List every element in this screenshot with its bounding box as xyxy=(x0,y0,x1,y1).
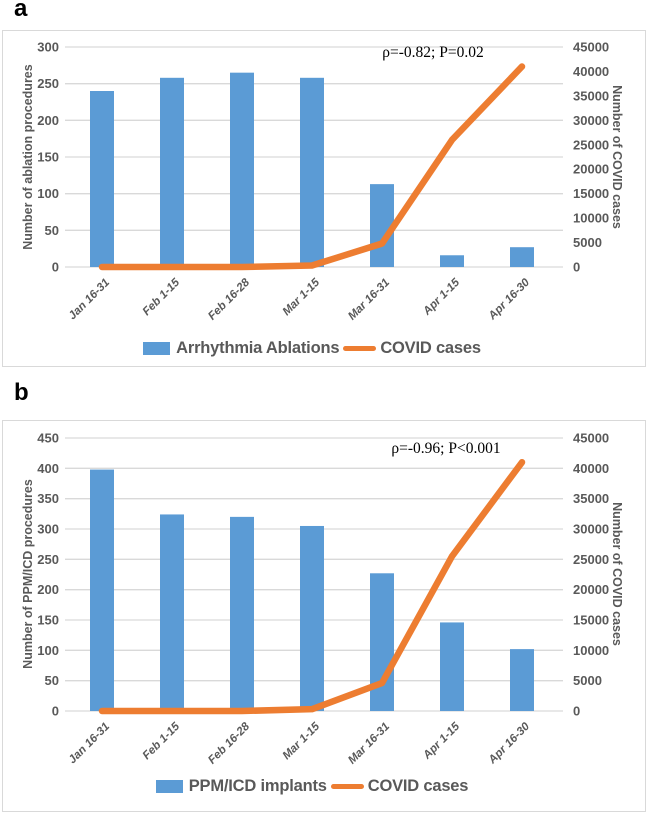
right-axis-title-b: Number of COVID cases xyxy=(610,502,624,646)
chart-canvas-b: 0 50 100 150 200 250 300 350 400 450 0 5000 10000 150… xyxy=(37,431,609,767)
right-axis-tick-label: 30000 xyxy=(573,113,609,128)
legend-a: Arrhythmia Ablations COVID cases xyxy=(67,339,557,358)
right-axis-tick-label: 0 xyxy=(573,704,580,719)
x-axis-tick-label: Mar 16-31 xyxy=(346,721,392,767)
right-axis-tick-label: 10000 xyxy=(573,643,609,658)
right-axis-tick-label: 45000 xyxy=(573,431,609,446)
covid-cases-line xyxy=(98,459,526,715)
x-axis-tick-label: Feb 1-15 xyxy=(141,276,183,318)
right-axis-tick-label: 35000 xyxy=(573,88,609,103)
legend-label-bars: PPM/ICD implants xyxy=(188,777,327,795)
panel-b-chart: 0 50 100 150 200 250 300 350 400 450 0 5000 10000 150… xyxy=(2,420,646,812)
right-axis-tick-label: 15000 xyxy=(573,186,609,201)
right-axis-tick-label: 40000 xyxy=(573,461,609,476)
right-axis-tick-label: 25000 xyxy=(573,137,609,152)
bar xyxy=(510,247,534,267)
bar xyxy=(300,525,324,711)
right-axis-tick-label: 10000 xyxy=(573,211,609,226)
left-axis-tick-label: 0 xyxy=(52,704,59,719)
right-axis-tick-label: 15000 xyxy=(573,613,609,628)
bar xyxy=(90,91,114,267)
covid-cases-line xyxy=(98,63,526,271)
left-axis-tick-label: 250 xyxy=(37,76,59,91)
bar xyxy=(300,77,324,267)
x-axis-tick-label: Feb 16-28 xyxy=(206,720,252,766)
left-axis-tick-label: 100 xyxy=(37,643,59,658)
x-axis-tick-label: Jan 16-31 xyxy=(67,721,113,767)
right-axis-tick-label: 40000 xyxy=(573,64,609,79)
bar xyxy=(440,622,464,711)
legend-label-line: COVID cases xyxy=(367,777,469,795)
bar xyxy=(510,649,534,711)
x-axis-tick-label: Feb 1-15 xyxy=(141,720,183,762)
right-axis-tick-label: 20000 xyxy=(573,582,609,597)
panel-a-chart: 0 50 100 150 200 250 300 0 5000 10000 15000 20000 25… xyxy=(2,30,646,367)
bar-legend-swatch xyxy=(155,780,183,793)
x-axis-tick-label: Mar 16-31 xyxy=(346,277,392,323)
right-axis-tick-label: 30000 xyxy=(573,522,609,537)
correlation-annotation-a: ρ=-0.82; P=0.02 xyxy=(382,44,484,61)
panel-label-b: b xyxy=(14,379,29,406)
bar xyxy=(90,469,114,711)
x-axis-tick-label: Apr 1-15 xyxy=(420,720,462,762)
line-legend-swatch xyxy=(330,784,364,789)
x-axis-tick-label: Jan 16-31 xyxy=(67,277,113,323)
left-axis-tick-label: 0 xyxy=(52,260,59,275)
x-axis-tick-label: Apr 16-30 xyxy=(486,720,533,767)
x-axis-tick-label: Mar 1-15 xyxy=(281,276,323,318)
chart-canvas-a: 0 50 100 150 200 250 300 0 5000 10000 15000 20000 25… xyxy=(37,40,609,323)
right-axis-title-a: Number of COVID cases xyxy=(610,85,624,229)
left-axis-tick-label: 400 xyxy=(37,461,59,476)
right-axis-tick-label: 0 xyxy=(573,260,580,275)
x-axis-tick-label: Apr 1-15 xyxy=(420,276,462,318)
right-axis-tick-label: 45000 xyxy=(573,40,609,55)
x-axis-tick-label: Apr 16-30 xyxy=(486,276,533,323)
left-axis-tick-label: 200 xyxy=(37,113,59,128)
bar-legend-swatch xyxy=(143,342,171,355)
left-axis-tick-label: 50 xyxy=(45,223,59,238)
left-axis-tick-label: 350 xyxy=(37,491,59,506)
left-axis-title-a: Number of ablation procedures xyxy=(21,64,35,250)
legend-label-line: COVID cases xyxy=(380,339,481,357)
left-axis-tick-label: 450 xyxy=(37,431,59,446)
right-axis-tick-label: 5000 xyxy=(573,673,602,688)
left-axis-tick-label: 100 xyxy=(37,186,59,201)
left-axis-tick-label: 200 xyxy=(37,582,59,597)
bar xyxy=(160,77,184,267)
left-axis-tick-label: 300 xyxy=(37,40,59,55)
left-axis-title-b: Number of PPM/ICD procedures xyxy=(21,479,35,669)
right-axis-tick-label: 25000 xyxy=(573,552,609,567)
bar xyxy=(370,184,394,267)
left-axis-tick-label: 300 xyxy=(37,522,59,537)
legend-label-bars: Arrhythmia Ablations xyxy=(176,339,340,357)
correlation-annotation-b: ρ=-0.96; P<0.001 xyxy=(391,440,501,457)
left-axis-tick-label: 250 xyxy=(37,552,59,567)
x-axis-tick-label: Feb 16-28 xyxy=(206,276,252,322)
left-axis-tick-label: 150 xyxy=(37,150,59,165)
right-axis-tick-label: 5000 xyxy=(573,235,602,250)
right-axis-tick-label: 35000 xyxy=(573,491,609,506)
panel-label-a: a xyxy=(14,0,28,22)
bar xyxy=(160,514,184,711)
bar xyxy=(440,255,464,267)
left-axis-tick-label: 150 xyxy=(37,613,59,628)
right-axis-tick-label: 20000 xyxy=(573,162,609,177)
line-legend-swatch xyxy=(343,346,377,351)
left-axis-tick-label: 50 xyxy=(45,673,59,688)
bar xyxy=(230,72,254,267)
x-axis-tick-label: Mar 1-15 xyxy=(281,720,323,762)
bar xyxy=(370,573,394,711)
legend-b: PPM/ICD implants COVID cases xyxy=(67,777,557,796)
bar xyxy=(230,516,254,711)
